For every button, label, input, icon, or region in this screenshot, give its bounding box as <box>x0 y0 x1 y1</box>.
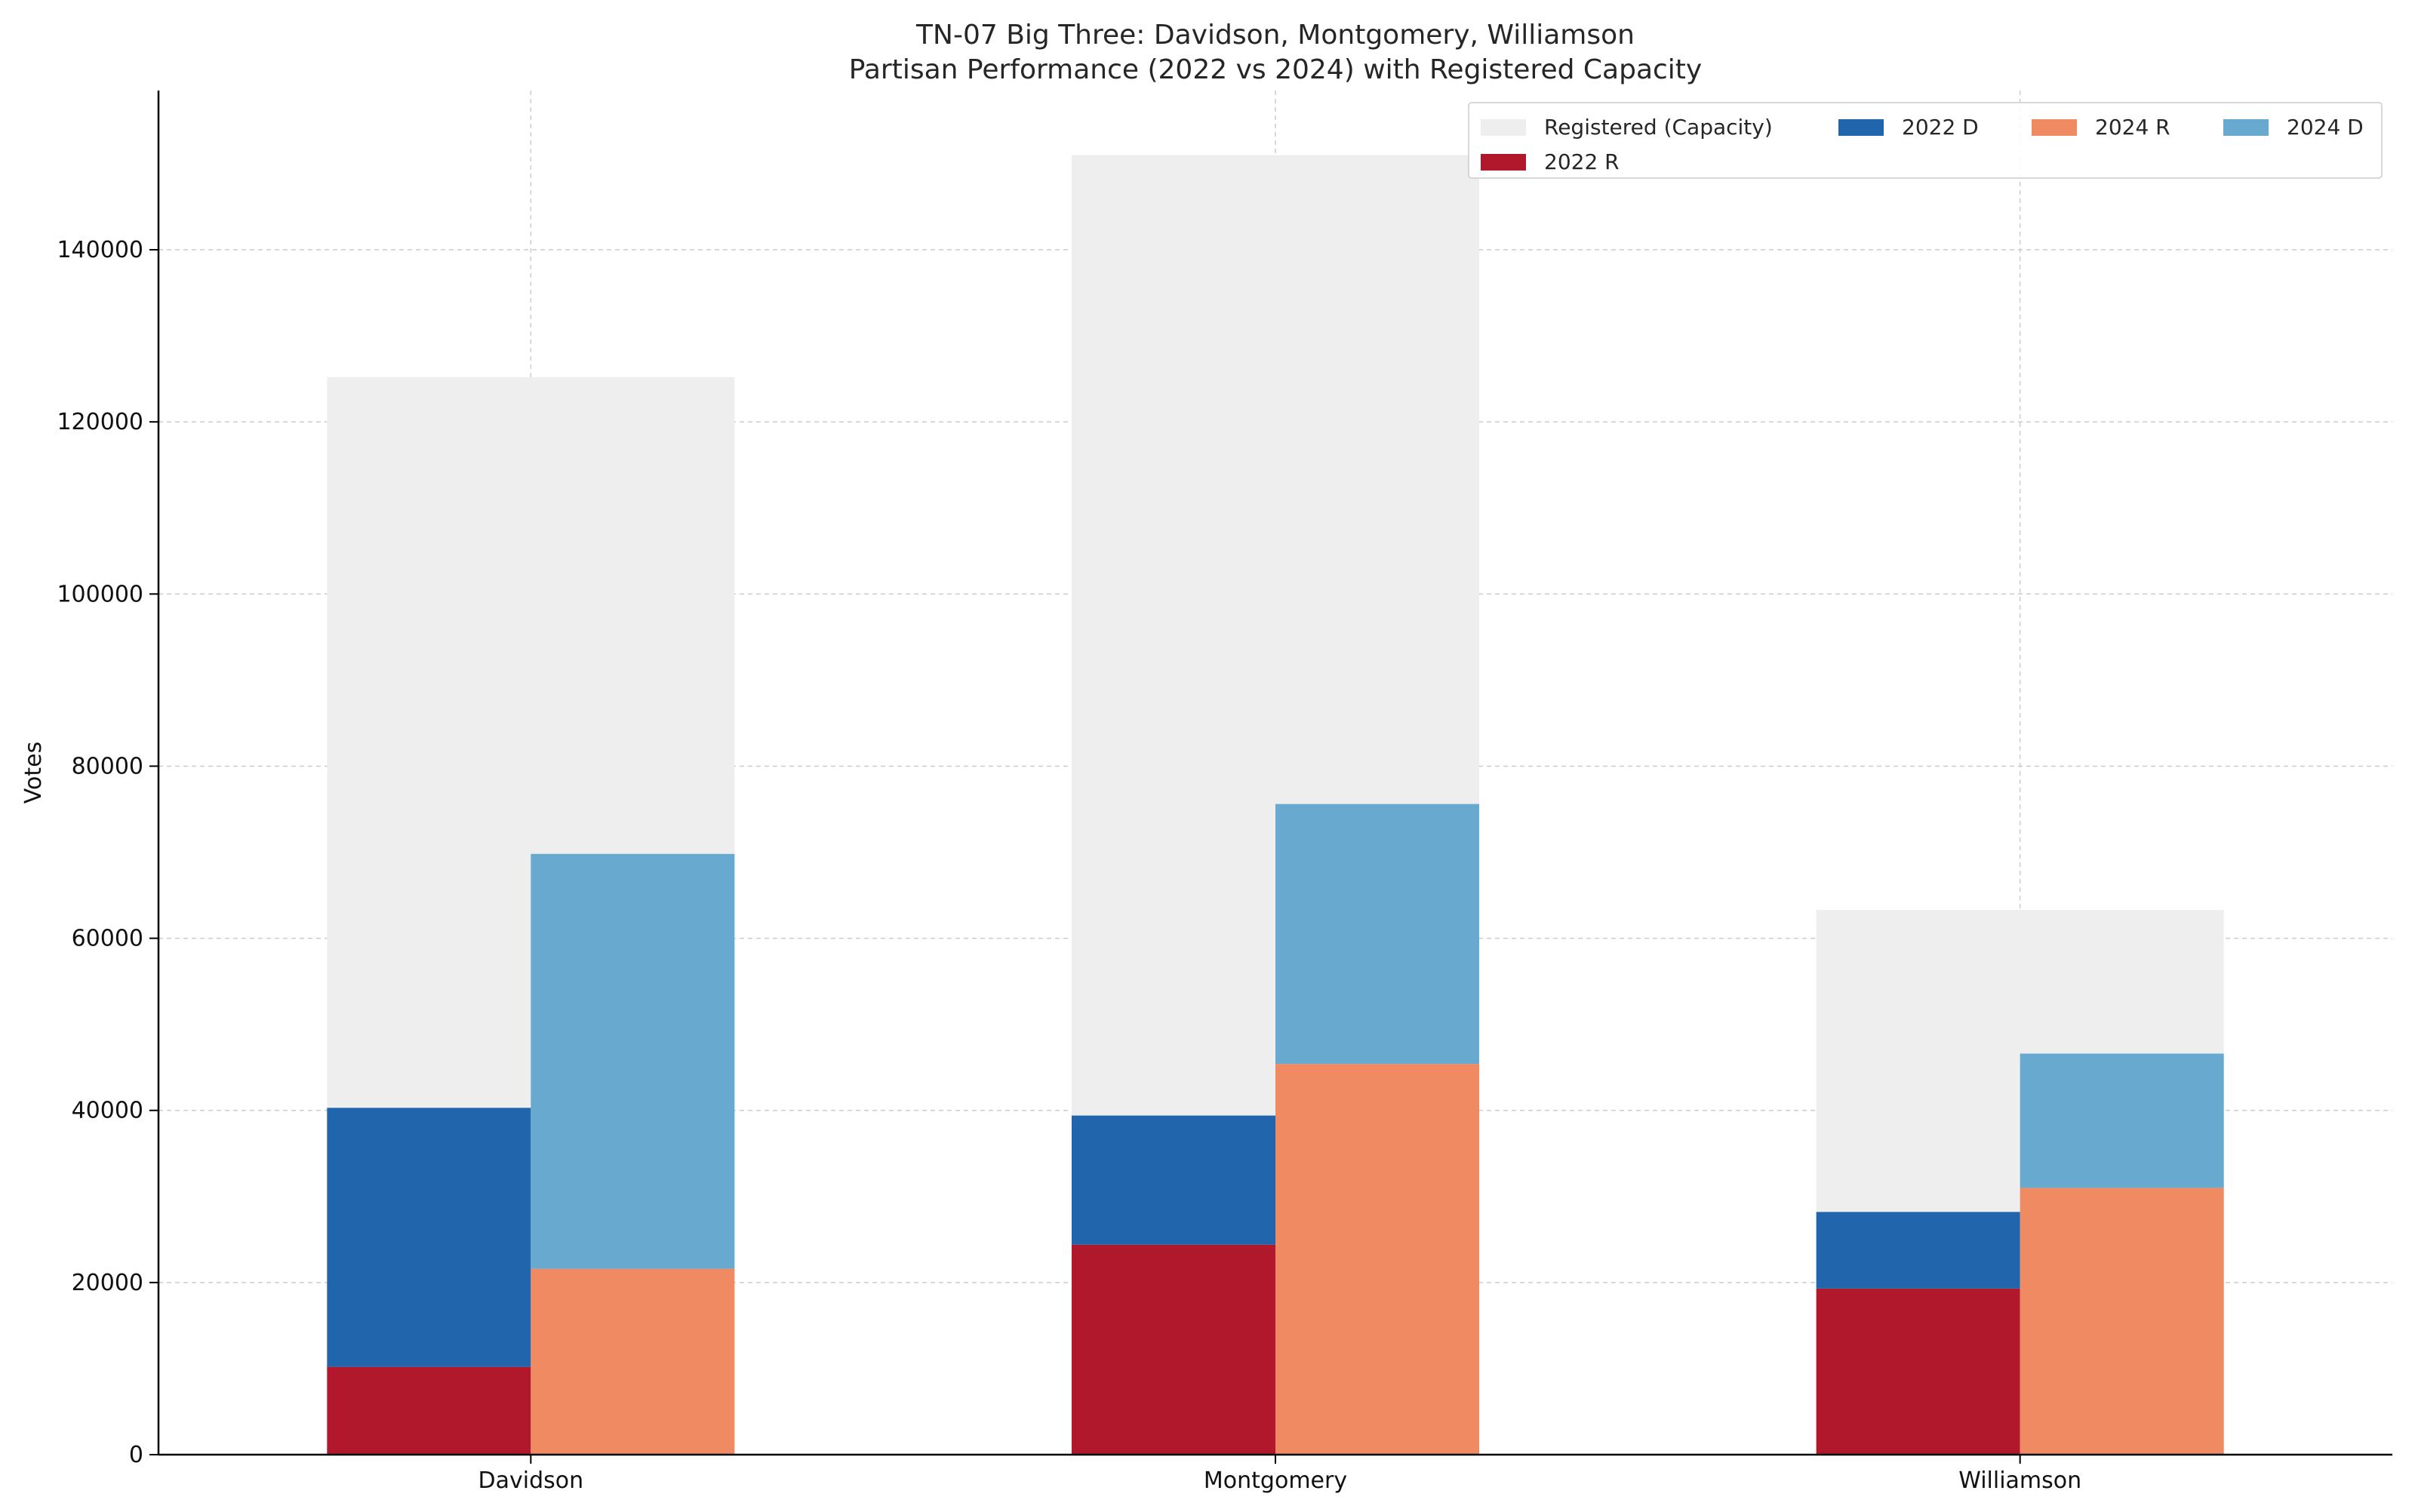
y-tick-label: 60000 <box>72 926 143 952</box>
ticks-layer: 0 20000 40000 60000 80000 100000 120000 140000 D… <box>57 237 2081 1494</box>
bar-2022-r <box>327 1366 531 1455</box>
y-tick-label: 140000 <box>57 237 143 263</box>
x-tick-label: Williamson <box>1958 1467 2081 1494</box>
legend-label: 2024 R <box>2095 115 2170 140</box>
legend-label: 2022 D <box>1902 115 1979 140</box>
y-axis-label: Votes <box>20 742 47 804</box>
legend-swatch <box>2032 119 2077 136</box>
bars-layer <box>327 155 2224 1455</box>
y-tick-label: 80000 <box>72 753 143 779</box>
legend-swatch <box>2223 119 2269 136</box>
legend-swatch <box>1481 154 1526 171</box>
bar-2022-d <box>1072 1115 1275 1245</box>
bar-2024-r <box>1275 1064 1479 1455</box>
bar-2024-r <box>531 1268 735 1455</box>
legend-swatch <box>1481 119 1526 136</box>
bar-2024-r <box>2020 1188 2224 1455</box>
x-tick-label: Montgomery <box>1204 1467 1347 1494</box>
chart-title: TN-07 Big Three: Davidson, Montgomery, W… <box>915 20 1635 51</box>
bar-2022-d <box>327 1108 531 1367</box>
legend-swatch <box>1838 119 1884 136</box>
legend-box <box>1468 102 2383 179</box>
legend: Registered (Capacity) 2022 D 2024 R 2024 D 2… <box>1468 102 2383 179</box>
y-tick-label: 100000 <box>57 581 143 607</box>
chart-subtitle: Partisan Performance (2022 vs 2024) with… <box>849 54 1702 85</box>
bar-2024-d <box>2020 1053 2224 1188</box>
bar-2022-r <box>1072 1244 1275 1455</box>
legend-label: 2024 D <box>2287 115 2364 140</box>
y-tick-label: 20000 <box>72 1270 143 1296</box>
y-tick-label: 0 <box>129 1442 143 1468</box>
bar-2024-d <box>531 853 735 1269</box>
y-tick-label: 120000 <box>57 409 143 435</box>
bar-2022-r <box>1816 1288 2020 1455</box>
bar-2024-d <box>1275 804 1479 1065</box>
x-tick-label: Davidson <box>478 1467 584 1494</box>
y-tick-label: 40000 <box>72 1098 143 1124</box>
bar-2022-d <box>1816 1212 2020 1289</box>
legend-label: 2022 R <box>1544 149 1620 174</box>
legend-label: Registered (Capacity) <box>1544 115 1773 140</box>
